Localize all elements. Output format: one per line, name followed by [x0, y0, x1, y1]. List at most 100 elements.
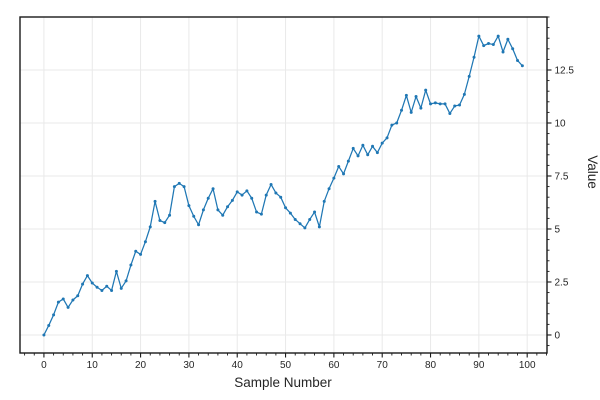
data-point [206, 196, 210, 200]
data-point [313, 210, 317, 214]
data-point [308, 217, 312, 221]
data-point [148, 225, 152, 229]
data-point [226, 205, 230, 209]
data-point-markers [42, 34, 524, 337]
y-tick-label: 12.5 [555, 65, 575, 76]
data-point [520, 64, 524, 68]
data-point [400, 108, 404, 112]
data-point [61, 297, 65, 301]
data-point [81, 282, 85, 286]
data-point [76, 294, 80, 298]
data-point [342, 172, 346, 176]
data-point [472, 55, 476, 59]
data-point [414, 94, 418, 98]
data-point [429, 102, 433, 106]
data-point [516, 58, 520, 62]
x-tick-label: 60 [328, 360, 340, 371]
data-point [303, 226, 307, 230]
data-point [506, 37, 510, 41]
data-point [124, 279, 128, 283]
data-point [371, 144, 375, 148]
data-point [95, 285, 99, 289]
y-axis-label: Value [585, 155, 600, 189]
x-tick-label: 10 [87, 360, 99, 371]
x-tick-label: 80 [425, 360, 437, 371]
y-tick-label: 0 [555, 330, 561, 341]
data-point [322, 199, 326, 203]
tick-labels: 0 10 20 30 40 50 60 70 80 90 100 0 2.5 5 7.5 10 12.5 [41, 65, 574, 371]
data-point [288, 211, 292, 215]
data-point [424, 88, 428, 92]
data-point [467, 74, 471, 78]
data-point [259, 212, 263, 216]
data-point [235, 190, 239, 194]
data-point [332, 176, 336, 180]
data-point [216, 208, 220, 212]
data-point [119, 286, 123, 290]
data-point [501, 50, 505, 54]
data-point [337, 164, 341, 168]
data-point [153, 199, 157, 203]
data-point [110, 288, 114, 292]
data-point [177, 181, 181, 185]
data-point [139, 252, 143, 256]
data-point [192, 214, 196, 218]
gridlines [20, 17, 547, 353]
data-point [197, 223, 201, 227]
data-point [56, 300, 60, 304]
data-point [182, 185, 186, 189]
x-tick-label: 70 [377, 360, 389, 371]
data-point [245, 189, 249, 193]
data-point [346, 159, 350, 163]
data-point [221, 213, 225, 217]
data-point [85, 274, 89, 278]
data-point [264, 193, 268, 197]
x-tick-label: 0 [41, 360, 47, 371]
data-point [356, 154, 360, 158]
data-point [158, 219, 162, 223]
data-point [274, 191, 278, 195]
x-axis-label: Sample Number [234, 375, 332, 390]
data-point [114, 269, 118, 273]
x-tick-label: 50 [280, 360, 292, 371]
data-point [255, 210, 259, 214]
data-point [458, 103, 462, 107]
data-point [172, 185, 176, 189]
x-tick-label: 20 [135, 360, 147, 371]
data-point [385, 136, 389, 140]
data-point [375, 151, 379, 155]
data-point [487, 41, 491, 45]
data-point [105, 284, 109, 288]
data-point [250, 196, 254, 200]
data-point [482, 44, 486, 48]
data-point [100, 288, 104, 292]
data-point [390, 123, 394, 127]
data-point [279, 195, 283, 199]
data-point [380, 141, 384, 145]
data-point [327, 187, 331, 191]
data-point [496, 34, 500, 38]
data-point [433, 101, 437, 105]
plot-frame [19, 16, 548, 354]
data-point [453, 104, 457, 108]
data-point [52, 313, 56, 317]
data-point [284, 206, 288, 210]
data-point [511, 47, 515, 51]
data-point [443, 102, 447, 106]
data-point [317, 225, 321, 229]
data-point [298, 222, 302, 226]
data-point [293, 217, 297, 221]
x-tick-label: 30 [183, 360, 195, 371]
y-tick-label: 2.5 [555, 277, 569, 288]
y-tick-label: 7.5 [555, 171, 569, 182]
data-point [71, 298, 75, 302]
data-point [269, 182, 273, 186]
data-point [240, 193, 244, 197]
x-tick-label: 40 [232, 360, 244, 371]
data-point [438, 102, 442, 106]
data-point [163, 221, 167, 225]
data-point [366, 153, 370, 157]
data-point [168, 213, 172, 217]
